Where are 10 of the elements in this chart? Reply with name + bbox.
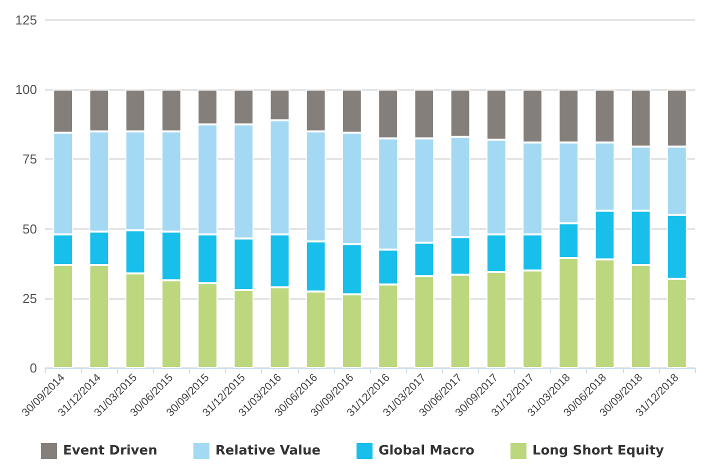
y-tick-label: 125 bbox=[15, 12, 37, 28]
y-tick-label: 25 bbox=[22, 290, 37, 306]
y-tick-label: 100 bbox=[15, 82, 37, 98]
y-tick-label: 75 bbox=[22, 152, 37, 167]
legend-label: Event Driven bbox=[62, 444, 158, 458]
legend-label: Long Short Equity bbox=[532, 444, 665, 458]
y-tick-label: 50 bbox=[22, 221, 37, 236]
legend-label: Relative Value bbox=[215, 444, 321, 458]
y-tick-label: 0 bbox=[30, 360, 37, 376]
legend-label: Global Macro bbox=[378, 444, 474, 458]
